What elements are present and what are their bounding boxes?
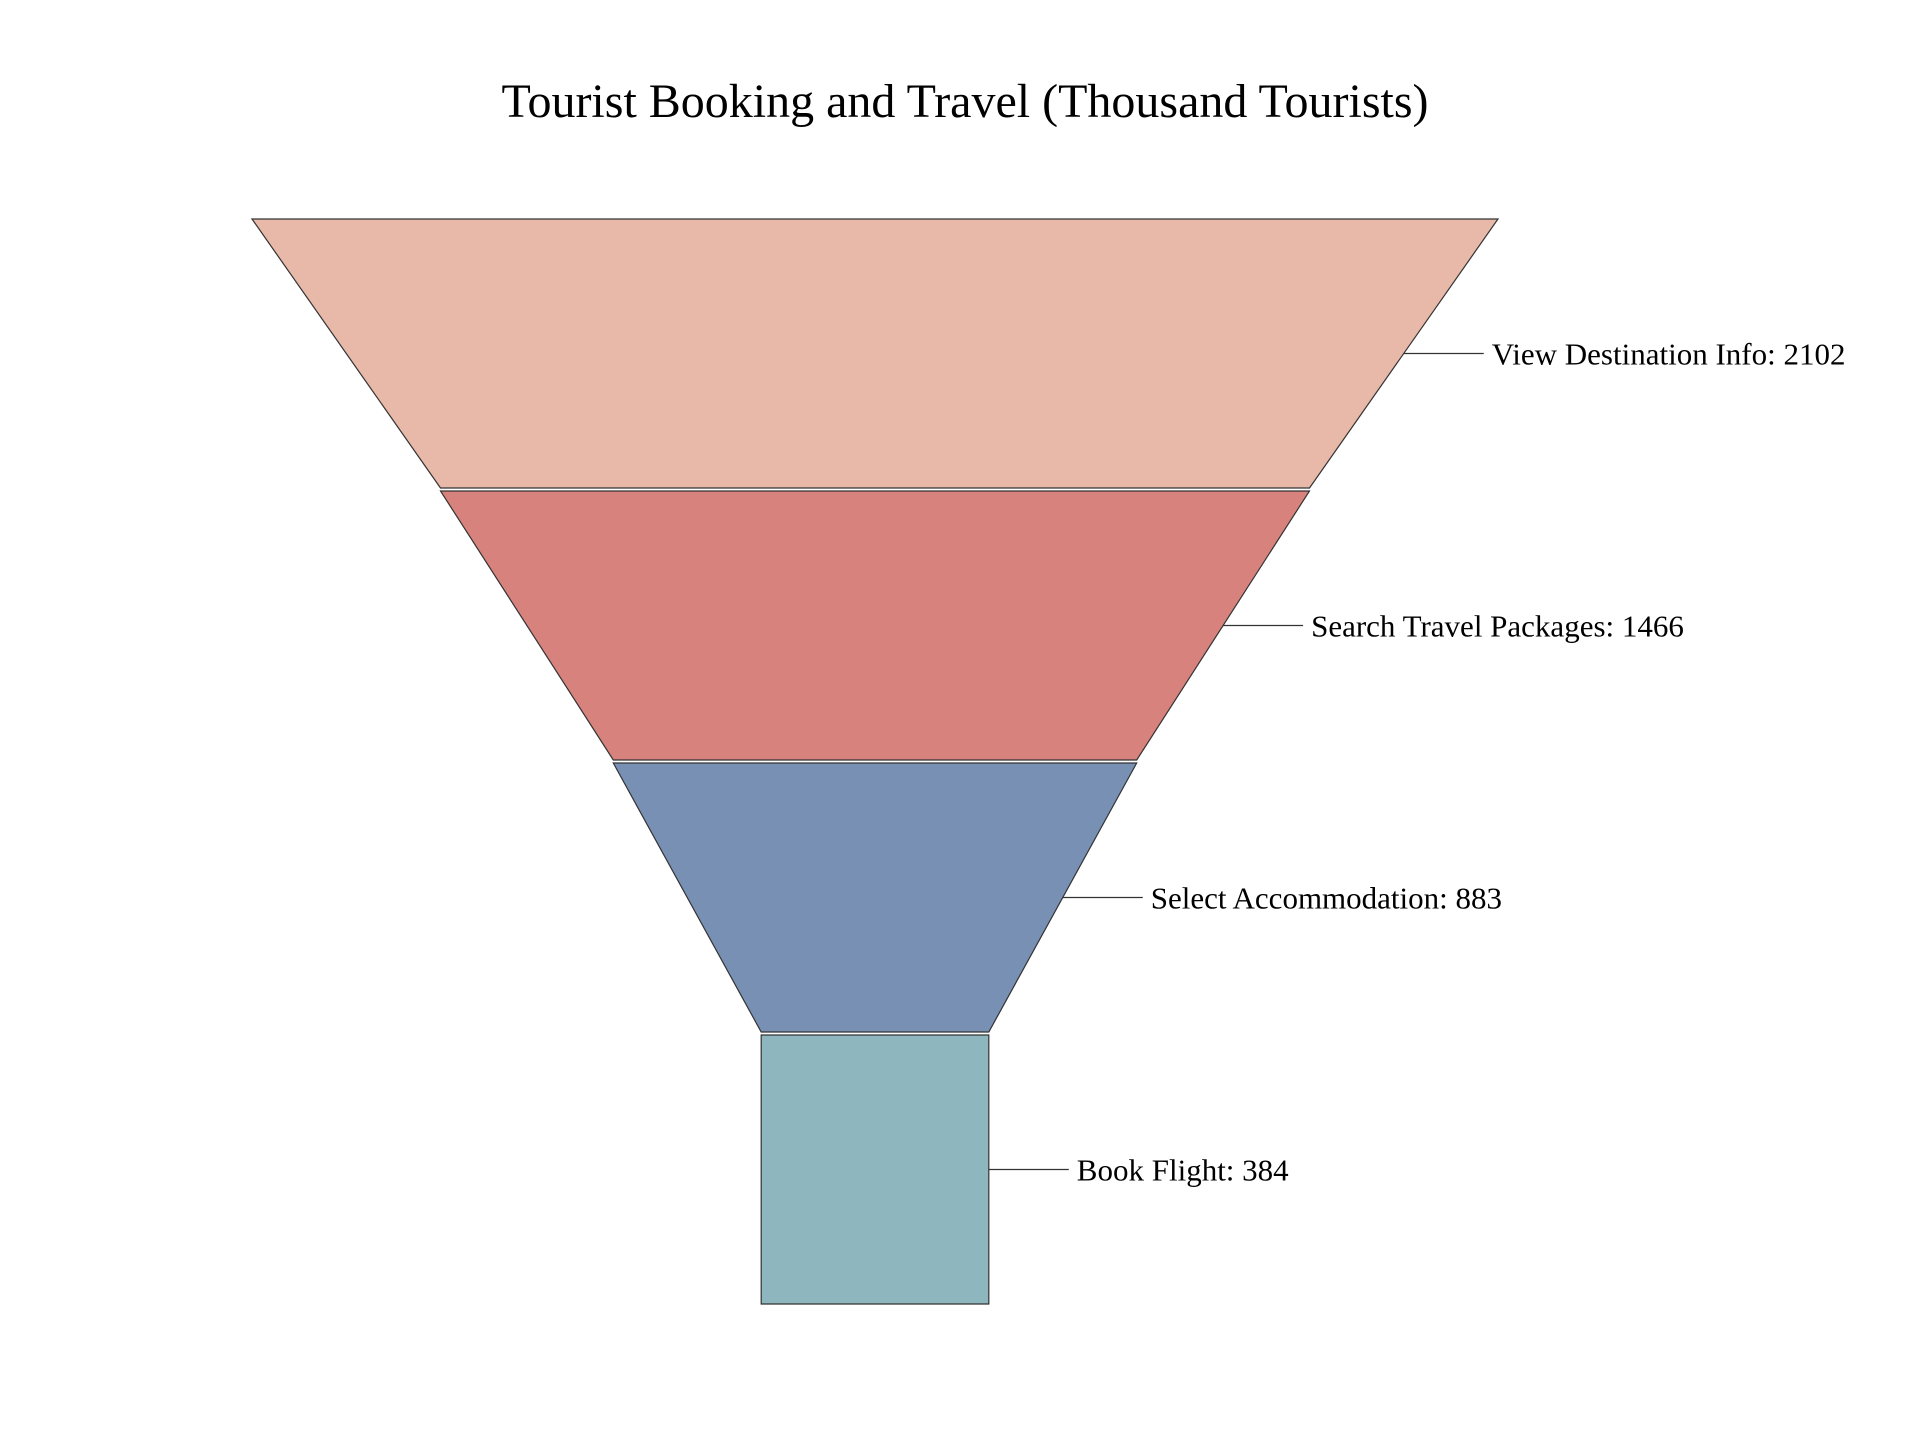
stage-label-1: View Destination Info: 2102 <box>1492 337 1846 372</box>
funnel-stage-3 <box>612 762 1138 1033</box>
chart-title: Tourist Booking and Travel (Thousand Tou… <box>501 75 1429 128</box>
funnel-stage-4 <box>760 1034 990 1305</box>
stage-label-4: Book Flight: 384 <box>1077 1153 1289 1188</box>
funnel-stage-2 <box>439 490 1311 761</box>
stage-label-3: Select Accommodation: 883 <box>1151 881 1502 916</box>
stage-label-2: Search Travel Packages: 1466 <box>1311 609 1684 644</box>
funnel-stage-1 <box>250 218 1500 489</box>
